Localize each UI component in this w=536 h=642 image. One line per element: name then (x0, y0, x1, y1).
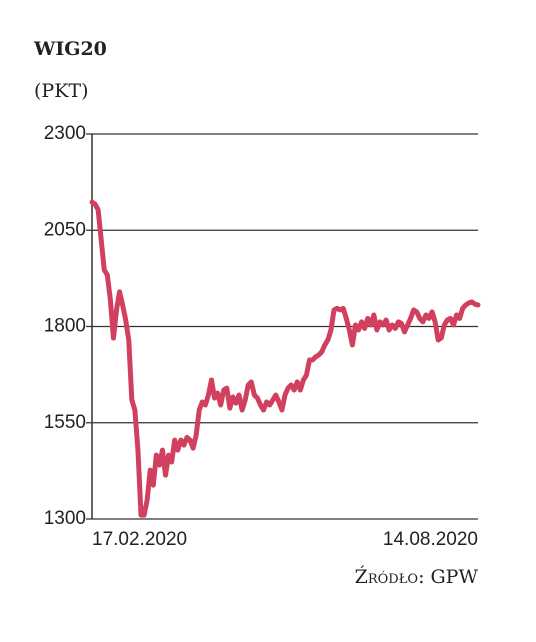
y-tick-label: 2050 (44, 219, 86, 240)
y-tick-label: 1800 (44, 316, 86, 337)
source: Źródło: GPW (355, 565, 479, 588)
y-tick-label: 1300 (44, 508, 86, 529)
y-tick-label: 1550 (44, 412, 86, 433)
x-tick-label: 17.02.2020 (92, 529, 187, 550)
chart-subtitle: (PKT) (34, 80, 88, 102)
chart-title: WIG20 (33, 38, 107, 60)
data-line (89, 199, 481, 518)
y-tick-label: 2300 (44, 123, 86, 144)
x-tick-label: 14.08.2020 (383, 529, 478, 550)
